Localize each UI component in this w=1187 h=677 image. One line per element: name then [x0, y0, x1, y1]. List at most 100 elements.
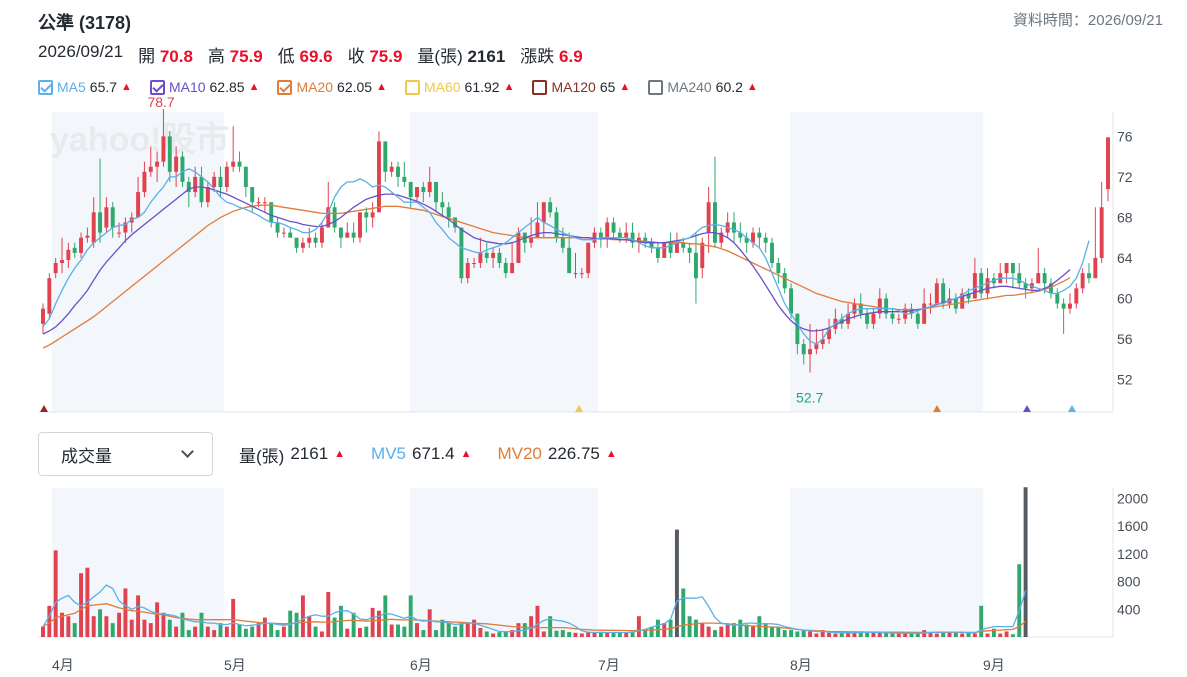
volume-bar — [567, 632, 572, 637]
volume-bar — [60, 612, 64, 637]
checkbox-icon[interactable] — [532, 79, 548, 95]
volume-bar — [484, 631, 489, 637]
volume-bar — [364, 626, 369, 637]
candle-body — [510, 263, 515, 274]
candle-body — [548, 202, 553, 213]
volume-bar — [725, 624, 730, 637]
up-arrow-icon: ▲ — [460, 448, 472, 460]
volume-bar — [300, 595, 305, 637]
month-label: 4月 — [52, 657, 74, 673]
ma-toggle-ma20[interactable]: MA20 62.05 ▲ — [277, 79, 387, 95]
volume-bar — [1004, 631, 1009, 637]
checkbox-icon[interactable] — [277, 79, 293, 95]
volume-bar — [383, 595, 388, 637]
volume-bar — [275, 630, 280, 637]
volume-bar — [535, 605, 540, 637]
volume-bar — [503, 631, 508, 637]
candle-body — [180, 156, 185, 182]
volume-bar — [510, 630, 515, 637]
candle-body — [985, 278, 990, 294]
volume-bar — [72, 623, 77, 637]
volume-bar — [560, 630, 565, 637]
ma-toggle-ma10[interactable]: MA10 62.85 ▲ — [149, 79, 259, 95]
candle-body — [174, 156, 179, 172]
candle-body — [738, 232, 743, 238]
volume-bar — [351, 612, 356, 637]
candle-body — [440, 202, 445, 208]
month-label: 9月 — [983, 657, 1005, 673]
candle-body — [408, 181, 413, 198]
ma-value: 62.85 — [209, 79, 245, 95]
quote-volume: 量(張) 2161 — [417, 47, 506, 66]
volume-bar — [307, 616, 312, 637]
volume-tick-label: 400 — [1117, 601, 1141, 617]
candle-body — [624, 232, 629, 238]
volume-tick-label: 1200 — [1117, 546, 1148, 562]
candle-body — [491, 252, 496, 258]
candle-body — [712, 202, 717, 243]
candle-body — [674, 242, 679, 253]
volume-bar — [281, 626, 286, 637]
price-tick-label: 60 — [1117, 290, 1133, 306]
candle-body — [186, 181, 191, 193]
candle-body — [795, 313, 800, 345]
candle-body — [516, 232, 521, 264]
checkbox-icon[interactable] — [149, 79, 165, 95]
volume-bar — [712, 630, 717, 637]
candle-body — [212, 176, 217, 187]
volume-bar — [915, 632, 920, 637]
volume-bar — [516, 623, 521, 637]
candle-body — [1099, 207, 1104, 258]
price-tick-label: 64 — [1117, 250, 1133, 266]
ma5-line — [42, 168, 1090, 345]
ma-toggle-ma60[interactable]: MA60 61.92 ▲ — [404, 79, 514, 95]
volume-bar — [947, 632, 952, 637]
volume-bar — [763, 623, 768, 637]
volume-bar — [478, 627, 483, 637]
up-arrow-icon: ▲ — [746, 81, 758, 93]
month-label: 6月 — [410, 657, 432, 673]
data-timestamp: 資料時間：2026/09/21 — [1012, 12, 1163, 29]
volume-bar — [453, 626, 458, 637]
volume-bar — [548, 616, 553, 637]
volume-bar — [643, 630, 648, 637]
candle-body — [681, 242, 686, 248]
mv5-line — [42, 584, 1027, 634]
ma-name: MA5 — [57, 79, 86, 95]
candle-body — [579, 273, 584, 275]
volume-bar — [98, 609, 103, 637]
candle-body — [890, 313, 895, 319]
volume-bar — [205, 626, 210, 637]
candle-body — [814, 344, 819, 350]
candle-body — [155, 161, 160, 167]
up-arrow-icon: ▲ — [376, 81, 387, 93]
volume-bar — [47, 605, 52, 637]
candle-body — [117, 232, 122, 234]
candle-body — [72, 247, 77, 253]
ma-toggle-ma5[interactable]: MA5 65.7 ▲ — [38, 79, 132, 95]
candle-body — [484, 252, 489, 258]
candle-body — [256, 202, 261, 204]
candle-body — [1080, 273, 1085, 289]
checkbox-icon[interactable] — [38, 79, 53, 95]
volume-bar — [370, 607, 375, 637]
candle-body — [915, 313, 920, 324]
volume-bar — [909, 633, 914, 637]
volume-bar — [979, 605, 984, 637]
price-tick-label: 52 — [1117, 372, 1133, 388]
candle-body — [630, 232, 635, 243]
candle-body — [605, 222, 610, 238]
indicator-select[interactable]: 成交量 — [38, 432, 213, 476]
checkbox-icon[interactable] — [648, 79, 664, 95]
month-label: 7月 — [598, 657, 620, 673]
candle-body — [865, 313, 870, 324]
ma-toggle-ma240[interactable]: MA240 60.2 ▲ — [648, 79, 758, 95]
ma-toggle-ma120[interactable]: MA120 65 ▲ — [532, 79, 630, 95]
volume-bar — [789, 630, 794, 637]
volume-bar — [820, 630, 825, 637]
volume-bar — [148, 623, 153, 637]
volume-bar — [611, 632, 616, 637]
volume-bar — [662, 623, 667, 637]
checkbox-icon[interactable] — [404, 79, 420, 95]
